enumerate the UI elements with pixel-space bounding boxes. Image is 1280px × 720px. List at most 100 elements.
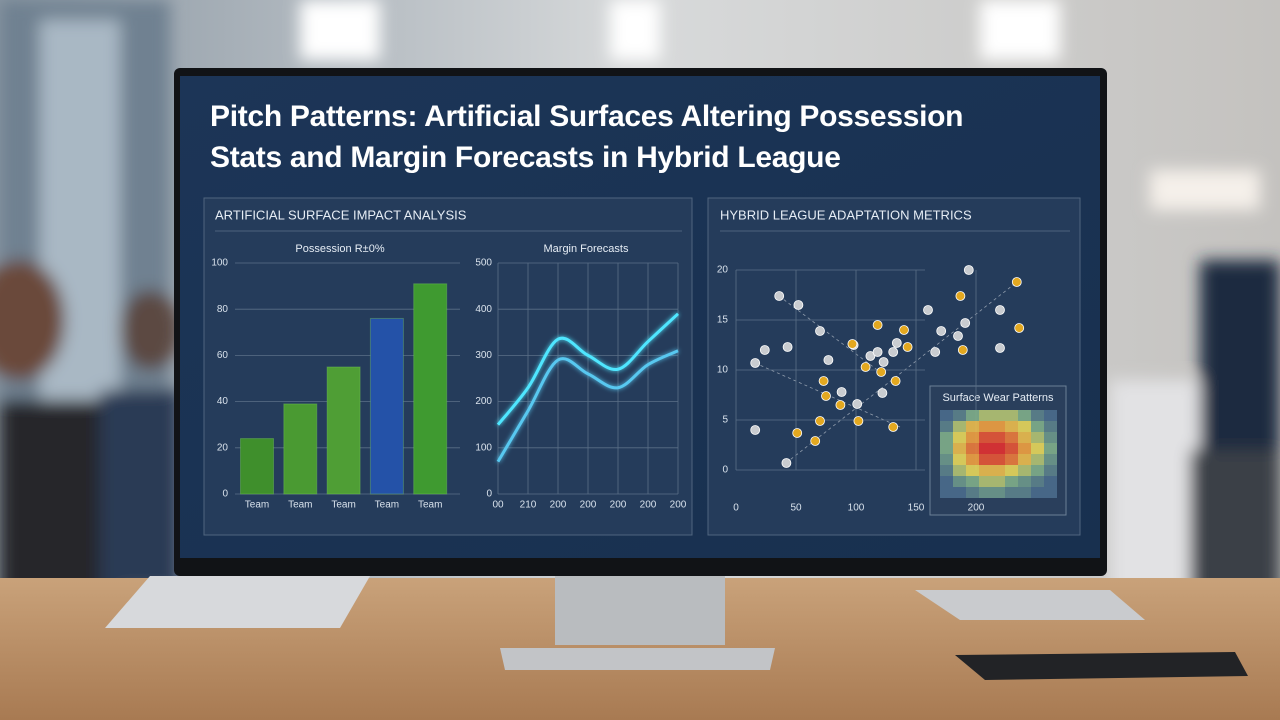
heat-cell [1044, 454, 1057, 465]
heat-cell [1005, 465, 1018, 476]
line [496, 349, 679, 463]
y-tick-label: 60 [217, 350, 229, 361]
bar [240, 438, 274, 495]
point [902, 342, 913, 352]
point [821, 391, 831, 401]
point [872, 320, 883, 330]
bar [369, 317, 404, 495]
x-tick-label: Team [288, 500, 312, 511]
y-tick-label: 5 [722, 415, 728, 426]
heat-cell [979, 465, 992, 476]
bar [326, 366, 361, 495]
heat-cell [953, 443, 966, 454]
heat-cell [979, 454, 992, 465]
heat-cell [940, 410, 953, 421]
heat-cell [979, 487, 992, 498]
heat-cell [1031, 432, 1044, 443]
heat-cell [992, 410, 1005, 421]
heat-cell [1005, 410, 1018, 421]
x-tick-label: 200 [968, 503, 985, 514]
point [936, 326, 947, 336]
point [836, 387, 847, 397]
point [877, 388, 888, 398]
heat-cell [1018, 476, 1031, 487]
x-tick-label: 200 [580, 500, 597, 511]
heat-cell [1044, 432, 1057, 443]
heat-cell [966, 476, 979, 487]
heat-cell [992, 443, 1005, 454]
y-tick-label: 500 [475, 258, 492, 269]
monitor-stand [555, 570, 725, 645]
heat-cell [940, 432, 953, 443]
heat-cell [1005, 487, 1018, 498]
point [872, 347, 883, 357]
heat-cell [1018, 454, 1031, 465]
point [792, 428, 803, 438]
x-tick-label: Team [331, 500, 355, 511]
point [860, 362, 871, 372]
y-tick-label: 0 [222, 489, 228, 500]
y-tick-label: 15 [717, 315, 729, 326]
point [1014, 323, 1025, 333]
heat-cell [1005, 421, 1018, 432]
heat-cell [1018, 465, 1031, 476]
heat-cell [966, 421, 979, 432]
point [853, 416, 864, 426]
heat-cell [940, 487, 953, 498]
heat-cell [992, 454, 1005, 465]
heat-cell [1031, 465, 1044, 476]
heat-cell [953, 421, 966, 432]
heat-cell [940, 443, 953, 454]
point [923, 305, 933, 315]
heat-cell [1018, 487, 1031, 498]
heat-cell [966, 410, 979, 421]
y-tick-label: 300 [475, 350, 492, 361]
laptop [105, 576, 370, 628]
x-tick-label: 200 [670, 500, 687, 511]
heat-cell [979, 421, 992, 432]
heat-cell [953, 454, 966, 465]
x-tick-label: 00 [492, 500, 504, 511]
bar [283, 403, 318, 495]
heat-cell [966, 454, 979, 465]
point [888, 422, 899, 432]
chart-title: Surface Wear Patterns [942, 392, 1054, 404]
bar [413, 283, 448, 495]
heat-cell [1018, 410, 1031, 421]
heat-cell [953, 476, 966, 487]
point [878, 357, 889, 367]
point [815, 416, 825, 426]
heat-cell [979, 432, 992, 443]
monitor-base [500, 648, 775, 670]
heat-cell [940, 465, 953, 476]
heat-cell [1044, 476, 1057, 487]
line [496, 312, 680, 426]
x-tick-label: Team [245, 500, 269, 511]
heat-cell [953, 487, 966, 498]
x-tick-label: 150 [908, 503, 925, 514]
point [774, 291, 785, 301]
heat-cell [1005, 454, 1018, 465]
point [1011, 277, 1022, 287]
point [930, 347, 941, 357]
heat-cell [1018, 443, 1031, 454]
heat-cell [1005, 476, 1018, 487]
x-tick-label: 210 [520, 500, 537, 511]
heat-cell [992, 487, 1005, 498]
point [847, 339, 858, 349]
point [750, 425, 761, 435]
point [891, 338, 902, 348]
y-tick-label: 200 [475, 396, 492, 407]
heat-cell [992, 432, 1005, 443]
heat-cell [1005, 432, 1018, 443]
title: Stats and Margin Forecasts in Hybrid Lea… [210, 141, 841, 174]
y-tick-label: 20 [717, 265, 729, 276]
y-tick-label: 100 [475, 442, 492, 453]
x-tick-label: 200 [640, 500, 657, 511]
y-tick-label: 400 [475, 304, 492, 315]
point [957, 345, 968, 355]
point [960, 318, 971, 328]
x-tick-label: Team [375, 500, 399, 511]
